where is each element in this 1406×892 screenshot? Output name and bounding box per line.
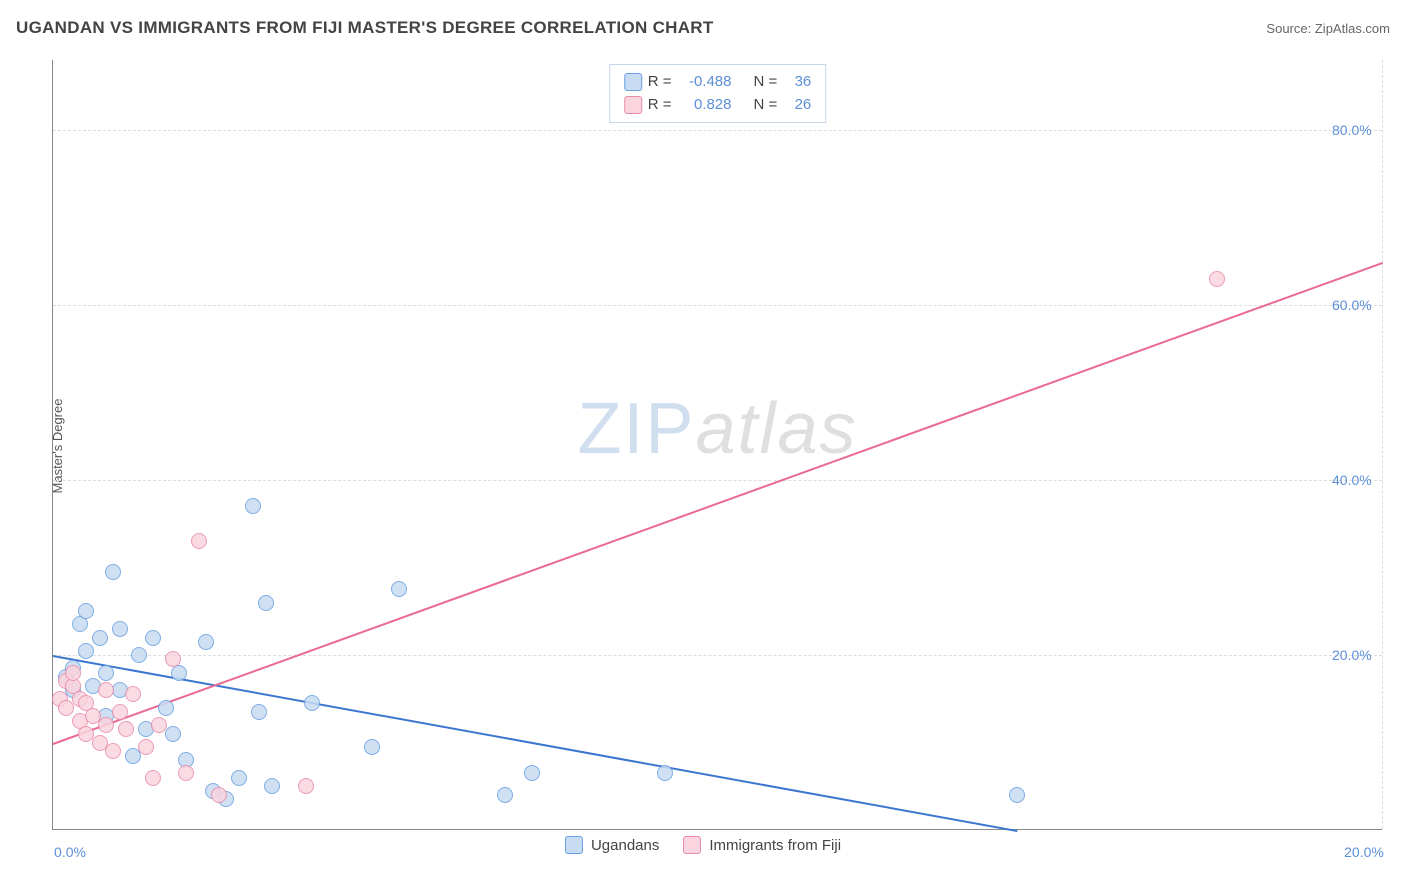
- scatter-point: [138, 739, 154, 755]
- legend-swatch: [683, 836, 701, 854]
- stats-legend-row: R = -0.488 N =36: [624, 71, 812, 94]
- legend-item: Immigrants from Fiji: [683, 836, 841, 854]
- stats-legend-row: R = 0.828 N =26: [624, 94, 812, 117]
- scatter-point: [131, 647, 147, 663]
- scatter-point: [178, 765, 194, 781]
- scatter-point: [145, 770, 161, 786]
- scatter-point: [264, 778, 280, 794]
- scatter-point: [65, 665, 81, 681]
- legend-swatch: [624, 73, 642, 91]
- scatter-point: [145, 630, 161, 646]
- stats-r-value: 0.828: [678, 94, 732, 117]
- y-tick-label: 80.0%: [1332, 122, 1372, 138]
- scatter-point: [125, 686, 141, 702]
- stats-n-value: 26: [783, 94, 811, 117]
- scatter-point: [105, 564, 121, 580]
- scatter-point: [251, 704, 267, 720]
- source-value: ZipAtlas.com: [1315, 21, 1390, 36]
- legend-swatch: [565, 836, 583, 854]
- scatter-point: [78, 643, 94, 659]
- y-tick-label: 60.0%: [1332, 297, 1372, 313]
- y-tick-label: 40.0%: [1332, 472, 1372, 488]
- stats-legend-box: R = -0.488 N =36 R = 0.828 N =26: [609, 64, 827, 123]
- stats-r-label: R =: [648, 71, 672, 94]
- scatter-point: [92, 630, 108, 646]
- scatter-point: [258, 595, 274, 611]
- x-tick-label: 0.0%: [54, 844, 86, 860]
- scatter-point: [1209, 271, 1225, 287]
- legend-series-name: Ugandans: [591, 837, 659, 854]
- stats-r-value: -0.488: [678, 71, 732, 94]
- legend-series-name: Immigrants from Fiji: [709, 837, 841, 854]
- watermark: ZIPatlas: [577, 388, 857, 470]
- scatter-point: [118, 721, 134, 737]
- gridline-horizontal: [53, 130, 1382, 131]
- scatter-point: [78, 603, 94, 619]
- trend-line: [53, 655, 1018, 832]
- scatter-point: [98, 682, 114, 698]
- scatter-point: [657, 765, 673, 781]
- scatter-point: [364, 739, 380, 755]
- watermark-atlas: atlas: [695, 389, 857, 469]
- scatter-point: [211, 787, 227, 803]
- stats-r-label: R =: [648, 94, 672, 117]
- source-label: Source:: [1266, 21, 1311, 36]
- scatter-point: [298, 778, 314, 794]
- scatter-point: [105, 743, 121, 759]
- legend-item: Ugandans: [565, 836, 659, 854]
- stats-n-value: 36: [783, 71, 811, 94]
- watermark-zip: ZIP: [577, 389, 695, 469]
- scatter-point: [98, 717, 114, 733]
- scatter-plot-area: ZIPatlas R = -0.488 N =36 R = 0.828 N =26: [52, 60, 1382, 830]
- chart-source: Source: ZipAtlas.com: [1266, 21, 1390, 36]
- gridline-horizontal: [53, 655, 1382, 656]
- gridline-horizontal: [53, 480, 1382, 481]
- scatter-point: [391, 581, 407, 597]
- x-tick-label: 20.0%: [1344, 844, 1384, 860]
- stats-n-label: N =: [754, 71, 778, 94]
- series-legend: Ugandans Immigrants from Fiji: [565, 836, 841, 854]
- scatter-point: [151, 717, 167, 733]
- chart-header: UGANDAN VS IMMIGRANTS FROM FIJI MASTER'S…: [16, 18, 1390, 38]
- scatter-point: [1009, 787, 1025, 803]
- scatter-point: [165, 726, 181, 742]
- scatter-point: [158, 700, 174, 716]
- scatter-point: [165, 651, 181, 667]
- y-tick-label: 20.0%: [1332, 647, 1372, 663]
- scatter-point: [245, 498, 261, 514]
- chart-title: UGANDAN VS IMMIGRANTS FROM FIJI MASTER'S…: [16, 18, 714, 38]
- scatter-point: [497, 787, 513, 803]
- scatter-point: [98, 665, 114, 681]
- legend-swatch: [624, 96, 642, 114]
- scatter-point: [304, 695, 320, 711]
- scatter-point: [112, 621, 128, 637]
- scatter-point: [198, 634, 214, 650]
- gridline-horizontal: [53, 305, 1382, 306]
- gridline-vertical: [1382, 60, 1383, 829]
- stats-n-label: N =: [754, 94, 778, 117]
- scatter-point: [191, 533, 207, 549]
- scatter-point: [524, 765, 540, 781]
- scatter-point: [231, 770, 247, 786]
- scatter-point: [112, 704, 128, 720]
